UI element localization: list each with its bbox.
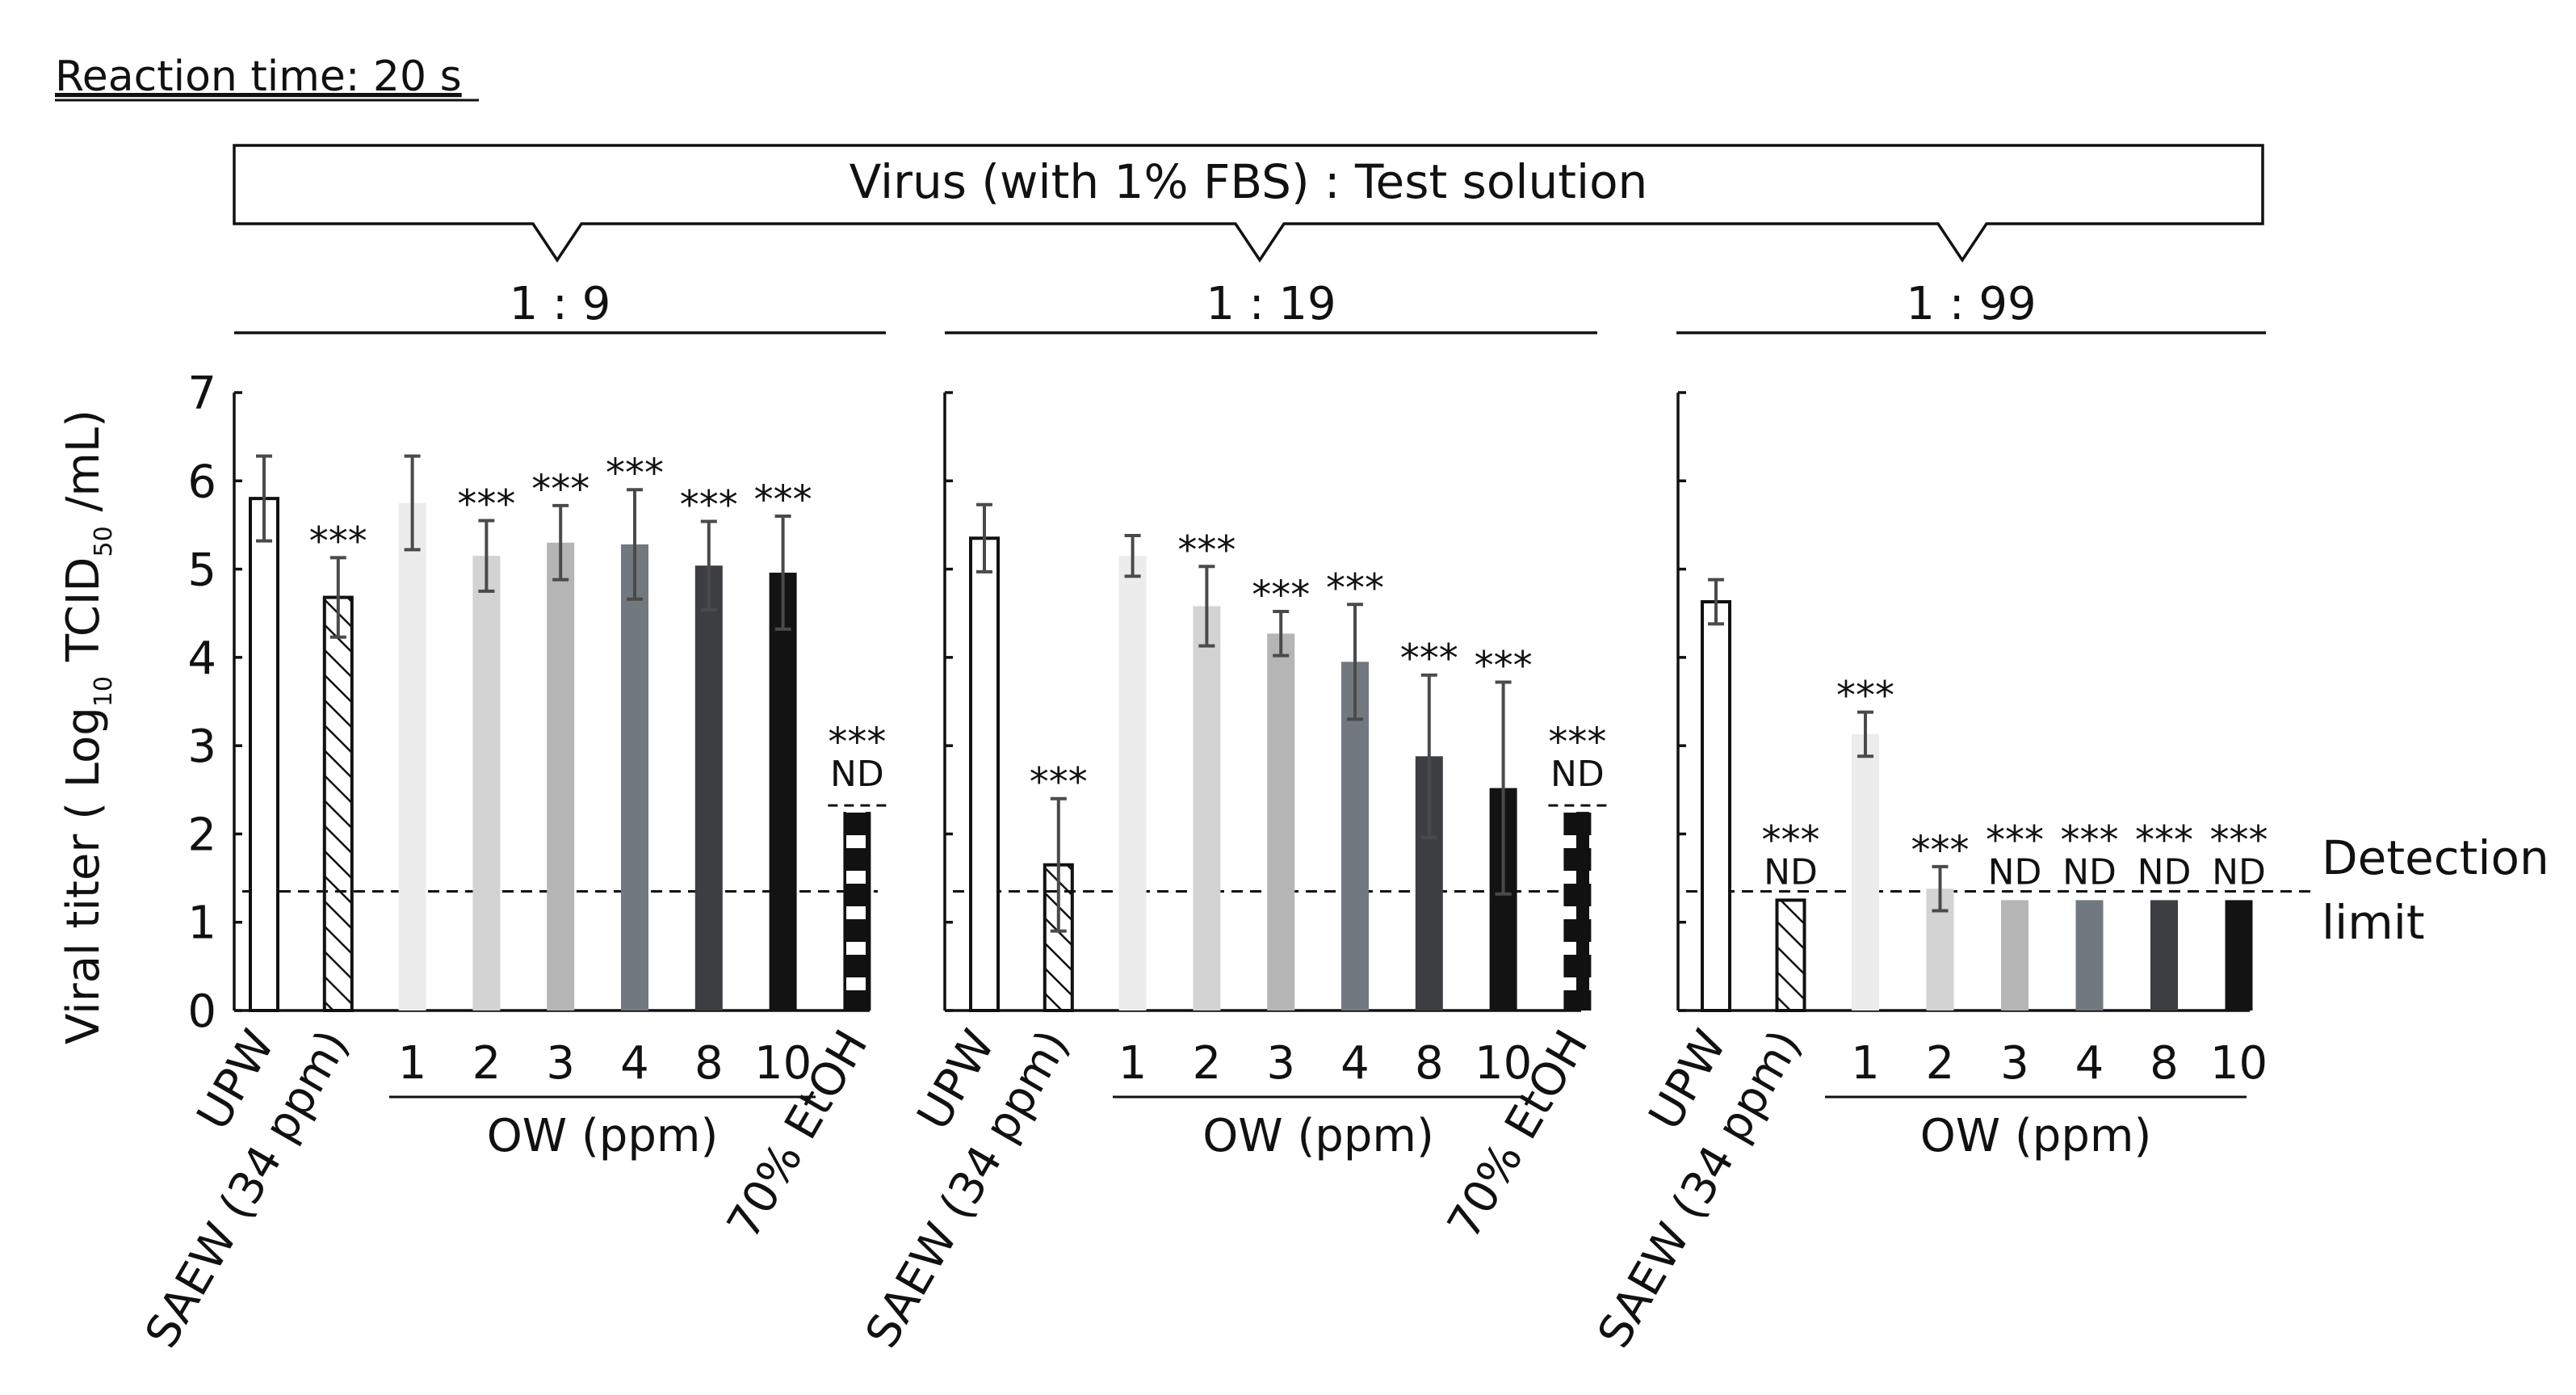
bar-2 xyxy=(472,556,501,1011)
significance-label: *** xyxy=(1762,817,1820,863)
detection-limit-label: Detection xyxy=(2322,830,2549,885)
x-tick-label: 8 xyxy=(2150,1037,2179,1090)
header-box-label: Virus (with 1% FBS) : Test solution xyxy=(850,154,1648,209)
significance-label: *** xyxy=(1326,565,1384,611)
panel-title: 1 : 9 xyxy=(510,278,611,330)
bar-10 xyxy=(769,572,797,1011)
x-tick-label: 8 xyxy=(694,1037,724,1090)
significance-label: *** xyxy=(606,451,664,496)
x-tick-label: 4 xyxy=(620,1037,649,1090)
significance-label: *** xyxy=(1475,643,1533,688)
bar-1 xyxy=(1118,556,1147,1011)
y-tick-label: 2 xyxy=(187,809,216,861)
y-tick-label: 3 xyxy=(187,721,216,773)
bar-10 xyxy=(2225,900,2253,1011)
x-tick-label: 3 xyxy=(2000,1037,2029,1090)
detection-limit-label-2: limit xyxy=(2322,895,2425,950)
chart-heading: Reaction time: 20 s xyxy=(55,53,462,101)
bar-3 xyxy=(547,542,575,1011)
x-tick-label: 10 xyxy=(754,1037,812,1090)
x-tick-label: 2 xyxy=(1926,1037,1955,1090)
ow-group-label: OW (ppm) xyxy=(487,1110,719,1162)
significance-label: *** xyxy=(1252,573,1310,618)
significance-label: *** xyxy=(2135,817,2193,863)
significance-label: *** xyxy=(1986,817,2044,863)
significance-label: *** xyxy=(2210,817,2268,863)
x-tick-label: 3 xyxy=(546,1037,575,1090)
bar-upw xyxy=(969,536,1000,1012)
bar-70-etoh xyxy=(843,812,871,1011)
x-tick-label: 10 xyxy=(2210,1037,2268,1090)
significance-label: *** xyxy=(1177,527,1236,573)
bar-70-etoh xyxy=(1563,812,1592,1011)
bar-4 xyxy=(2075,900,2104,1011)
header-box xyxy=(233,144,2264,263)
significance-label: *** xyxy=(1400,637,1458,682)
significance-label: *** xyxy=(828,720,886,765)
significance-label: *** xyxy=(680,483,738,528)
significance-label: *** xyxy=(1911,828,1970,873)
y-tick-label: 1 xyxy=(187,897,216,950)
bar-upw xyxy=(1701,600,1731,1012)
nd-label: ND xyxy=(1550,754,1605,795)
ow-group-label: OW (ppm) xyxy=(1202,1110,1434,1162)
panel-title: 1 : 99 xyxy=(1906,278,2036,330)
x-tick-label: 1 xyxy=(398,1037,427,1090)
x-tick-label: 1 xyxy=(1851,1037,1880,1090)
significance-label: *** xyxy=(1548,720,1606,765)
panel-title: 1 : 19 xyxy=(1206,278,1336,330)
bar-1 xyxy=(398,502,426,1011)
x-tick-label: 10 xyxy=(1475,1037,1532,1090)
significance-label: *** xyxy=(2061,817,2119,863)
significance-label: *** xyxy=(457,481,515,527)
significance-label: *** xyxy=(531,467,589,512)
y-axis-label: Viral titer ( Log10 TCID50 /mL) xyxy=(57,410,118,1044)
significance-label: *** xyxy=(1030,760,1088,805)
nd-label: ND xyxy=(830,754,884,795)
nd-label: ND xyxy=(1764,851,1818,893)
bar-8 xyxy=(2150,900,2178,1011)
bar-4 xyxy=(621,544,648,1011)
bar-8 xyxy=(694,565,723,1011)
nd-label: ND xyxy=(1988,851,2042,893)
y-tick-label: 7 xyxy=(187,368,216,420)
bar-1 xyxy=(1852,733,1879,1011)
bar-3 xyxy=(2001,900,2028,1011)
bar-3 xyxy=(1267,633,1295,1011)
x-tick-label: 2 xyxy=(472,1037,501,1090)
y-tick-label: 5 xyxy=(187,544,216,597)
significance-label: *** xyxy=(309,519,367,564)
ow-group-label: OW (ppm) xyxy=(1920,1110,2152,1162)
y-tick-label: 4 xyxy=(187,632,216,685)
nd-label: ND xyxy=(2212,851,2266,893)
x-tick-label: 2 xyxy=(1193,1037,1222,1090)
x-tick-label: 1 xyxy=(1118,1037,1147,1090)
significance-label: *** xyxy=(1836,674,1894,719)
bar-2 xyxy=(1193,606,1221,1011)
nd-label: ND xyxy=(2138,851,2192,893)
x-tick-label: 8 xyxy=(1415,1037,1444,1090)
x-tick-label: 4 xyxy=(1340,1037,1370,1090)
nd-label: ND xyxy=(2062,851,2117,893)
x-tick-label: 3 xyxy=(1266,1037,1295,1090)
x-tick-label: 4 xyxy=(2075,1037,2104,1090)
bar-saew-34-ppm- xyxy=(322,595,354,1012)
y-tick-label: 0 xyxy=(187,985,216,1038)
significance-label: *** xyxy=(754,477,812,523)
y-tick-label: 6 xyxy=(187,456,216,508)
bar-upw xyxy=(249,497,279,1012)
bar-saew-34-ppm- xyxy=(1775,898,1806,1012)
